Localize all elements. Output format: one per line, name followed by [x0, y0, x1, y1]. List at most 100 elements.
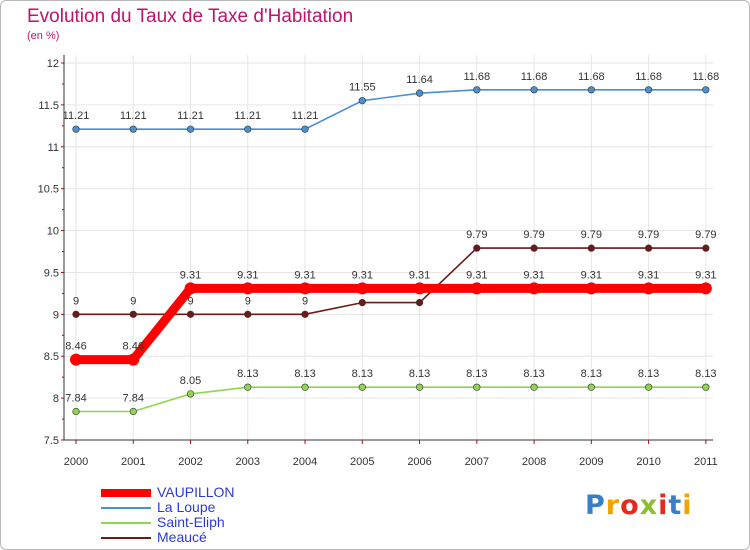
y-tick-label: 12: [47, 58, 59, 70]
data-label-saint-eliph: 8.13: [294, 368, 315, 380]
y-tick-label: 10: [47, 226, 59, 238]
y-tick-label: 10.5: [38, 184, 59, 196]
data-label-saint-eliph: 7.84: [65, 393, 86, 405]
data-point-meauc-: [644, 244, 653, 252]
data-point-saint-eliph: [644, 383, 653, 391]
data-point-la-loupe: [244, 125, 252, 133]
data-label-saint-eliph: 8.13: [409, 368, 430, 380]
data-label-meauc-: 9: [187, 295, 193, 307]
data-label-la-loupe: 11.68: [521, 71, 548, 83]
data-label-meauc-: 9.79: [523, 229, 544, 241]
legend-swatch-meauce: [101, 537, 151, 539]
brand-letter: P: [585, 490, 606, 521]
y-tick-label: 7.5: [44, 435, 59, 447]
data-point-saint-eliph: [301, 383, 309, 391]
data-label-saint-eliph: 8.13: [581, 368, 602, 380]
data-point-la-loupe: [415, 89, 424, 97]
data-label-la-loupe: 11.55: [349, 82, 376, 94]
data-point-meauc-: [587, 244, 595, 252]
data-point-vaupillon: [642, 282, 655, 295]
data-label-vaupillon: 9.31: [352, 269, 373, 281]
data-label-saint-eliph: 8.05: [180, 375, 201, 387]
data-label-meauc-: 9: [302, 295, 308, 307]
brand-letter: t: [668, 490, 683, 521]
data-point-vaupillon: [241, 282, 254, 295]
data-point-saint-eliph: [244, 383, 252, 391]
data-point-la-loupe: [358, 97, 366, 105]
data-point-saint-eliph: [186, 390, 195, 398]
data-label-la-loupe: 11.21: [63, 110, 90, 122]
x-tick-label: 2008: [522, 456, 546, 468]
data-label-vaupillon: 9.31: [409, 269, 430, 281]
legend-label-vaupillon: VAUPILLON: [157, 484, 235, 500]
data-point-meauc-: [129, 310, 137, 318]
data-label-saint-eliph: 8.13: [466, 368, 487, 380]
x-tick-label: 2010: [636, 456, 660, 468]
x-tick-label: 2007: [465, 456, 489, 468]
chart-title: Evolution du Taux de Taxe d'Habitation: [27, 6, 354, 27]
data-point-meauc-: [530, 244, 538, 252]
brand-letter: o: [620, 490, 640, 521]
data-label-vaupillon: 9.31: [180, 269, 201, 281]
data-label-meauc-: 9: [73, 295, 79, 307]
data-point-meauc-: [473, 244, 481, 252]
data-point-saint-eliph: [129, 407, 137, 416]
legend-swatch-saint-eliph: [101, 522, 151, 524]
y-tick-label: 9: [53, 309, 59, 321]
data-label-saint-eliph: 7.84: [123, 393, 144, 405]
data-label-la-loupe: 11.68: [463, 71, 490, 83]
data-point-vaupillon: [470, 282, 483, 295]
brand-letter: i: [658, 490, 669, 521]
data-label-vaupillon: 9.31: [237, 269, 258, 281]
data-label-vaupillon: 9.31: [638, 269, 659, 281]
data-label-la-loupe: 11.68: [578, 71, 605, 83]
data-label-meauc-: 9.79: [466, 229, 487, 241]
series-line-meauc-: [75, 247, 707, 316]
y-tick-label: 9.5: [44, 267, 59, 279]
data-point-la-loupe: [473, 86, 481, 94]
data-point-la-loupe: [301, 125, 309, 133]
legend-label-meauce: Meaucé: [157, 529, 207, 545]
data-label-la-loupe: 11.68: [692, 71, 719, 83]
data-point-saint-eliph: [587, 383, 595, 391]
data-point-meauc-: [72, 310, 80, 318]
x-tick-label: 2005: [350, 456, 374, 468]
data-point-vaupillon: [184, 282, 197, 295]
data-point-meauc-: [244, 310, 252, 318]
data-label-saint-eliph: 8.13: [237, 368, 258, 380]
series-line-saint-eliph: [75, 386, 707, 413]
data-point-vaupillon: [356, 282, 369, 295]
data-point-meauc-: [301, 310, 309, 318]
data-label-vaupillon: 9.31: [581, 269, 602, 281]
y-tick-label: 11.5: [38, 100, 59, 112]
data-point-saint-eliph: [702, 383, 710, 391]
x-tick-label: 2001: [121, 456, 145, 468]
x-tick-label: 2009: [579, 456, 603, 468]
data-label-meauc-: 9: [130, 295, 136, 307]
data-label-saint-eliph: 8.13: [352, 368, 373, 380]
data-label-meauc-: 9.79: [638, 229, 659, 241]
x-tick-label: 2003: [236, 456, 260, 468]
data-label-vaupillon: 9.31: [466, 269, 487, 281]
data-point-la-loupe: [530, 86, 538, 94]
legend-label-saint-eliph: Saint-Eliph: [157, 514, 225, 530]
legend-swatch-vaupillon: [101, 489, 151, 497]
data-label-la-loupe: 11.21: [234, 110, 261, 122]
x-tick-label: 2004: [293, 456, 317, 468]
data-label-la-loupe: 11.21: [120, 110, 147, 122]
legend-label-la-loupe: La Loupe: [157, 499, 216, 515]
data-label-la-loupe: 11.68: [635, 71, 662, 83]
data-label-saint-eliph: 8.13: [695, 368, 716, 380]
x-tick-label: 2000: [64, 456, 88, 468]
data-point-vaupillon: [413, 282, 426, 295]
data-point-vaupillon: [70, 353, 82, 366]
data-point-saint-eliph: [473, 383, 481, 391]
data-label-vaupillon: 8.46: [123, 341, 144, 353]
series-line-la-loupe: [75, 89, 707, 130]
series-line-vaupillon: [71, 283, 711, 365]
data-label-vaupillon: 8.46: [65, 341, 86, 353]
data-point-vaupillon: [299, 282, 312, 295]
data-point-meauc-: [702, 244, 710, 252]
brand-letter: i: [682, 490, 693, 521]
data-label-saint-eliph: 8.13: [523, 368, 544, 380]
